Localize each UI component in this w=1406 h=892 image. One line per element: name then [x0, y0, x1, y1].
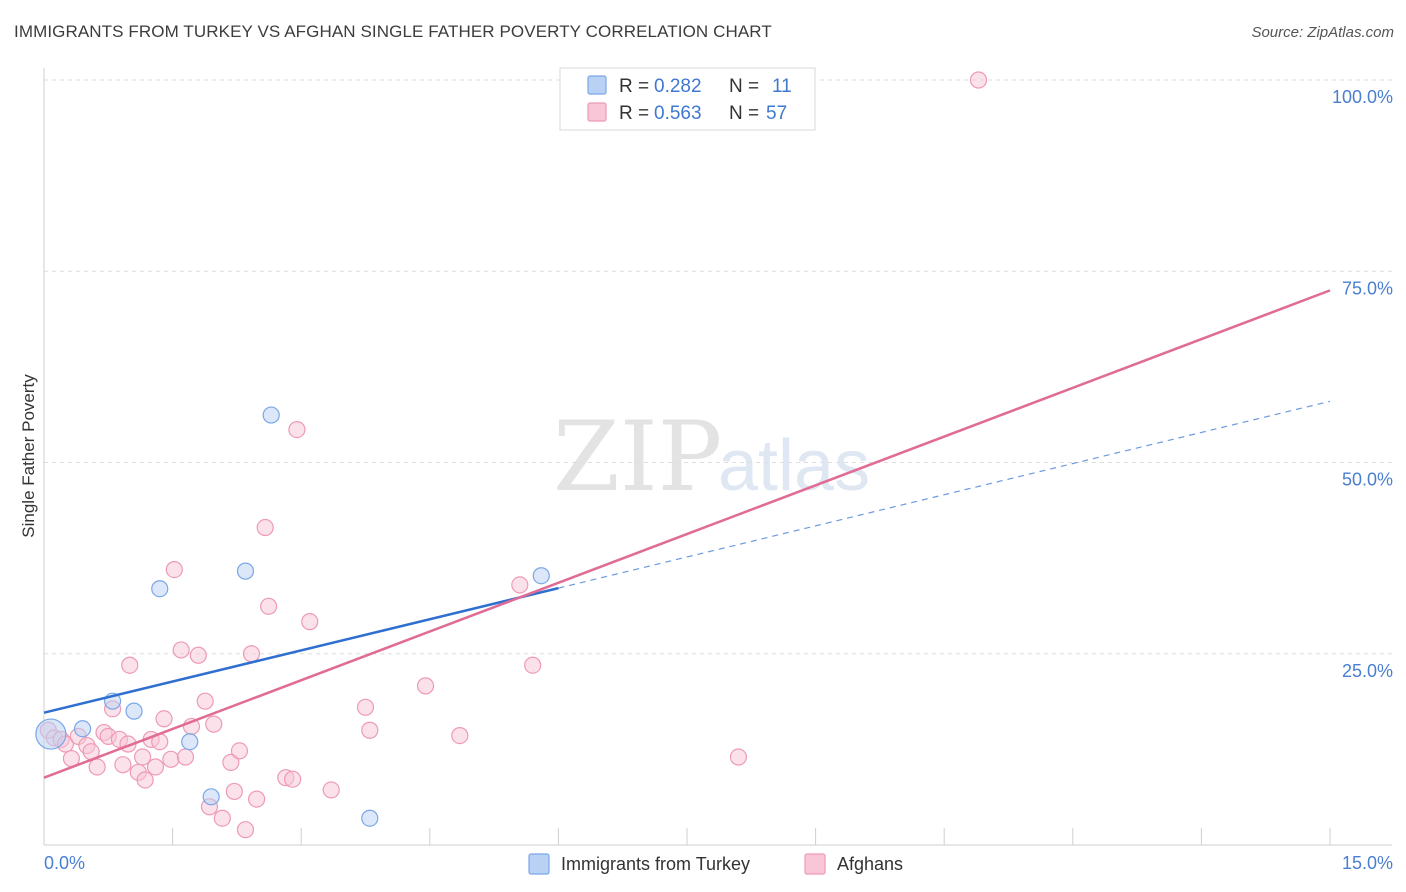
source-label: Source: ZipAtlas.com — [1251, 24, 1394, 41]
legend-r-label-afghans: R = — [619, 103, 649, 124]
legend-n-label-turkey: N = — [729, 76, 759, 97]
afghans-point — [416, 677, 435, 695]
y-axis-title: Single Father Poverty — [19, 374, 38, 538]
afghans-point — [242, 645, 261, 663]
legend-n-value-afghans: 57 — [766, 103, 787, 124]
legend-swatch-turkey — [587, 75, 607, 95]
turkey-point — [361, 809, 379, 827]
afghans-point — [284, 770, 302, 788]
afghans-point — [524, 656, 542, 674]
afghans-point — [146, 758, 165, 776]
afghans-point — [301, 613, 319, 631]
afghans-point — [172, 641, 190, 659]
y-tick-label: 50.0% — [1342, 470, 1393, 490]
afghans-point — [230, 742, 249, 760]
x-tick-label-min: 0.0% — [44, 853, 85, 873]
afghans-points — [39, 71, 988, 839]
afghans-point — [133, 748, 152, 766]
top-legend: R = 0.282 N = 11 R = 0.563 N = 57 — [559, 67, 816, 131]
turkey-point — [151, 580, 169, 598]
turkey-point — [262, 406, 280, 424]
afghans-point — [236, 821, 255, 839]
turkey-trend-line — [43, 586, 559, 714]
afghans-point — [288, 421, 306, 439]
afghans-point — [322, 781, 340, 799]
trend-lines — [43, 289, 1331, 779]
bottom-legend: Immigrants from Turkey Afghans — [528, 853, 903, 875]
afghans-point — [213, 809, 231, 827]
legend-n-value-turkey: 11 — [772, 76, 792, 97]
turkey-point — [236, 562, 255, 580]
legend-swatch-afghans — [587, 102, 607, 122]
axes — [43, 68, 1392, 846]
afghans-point — [969, 71, 988, 89]
afghans-point — [121, 656, 139, 674]
afghans-point — [225, 782, 243, 801]
turkey-point — [532, 567, 550, 585]
afghans-point — [189, 646, 207, 664]
bottom-legend-swatch-afghans — [804, 853, 826, 875]
x-tick-labels: 0.0% 15.0% — [44, 853, 1393, 873]
watermark-zip: ZIP — [553, 401, 722, 513]
afghans-point — [361, 721, 379, 739]
afghans-point — [260, 597, 278, 615]
afghans-point — [114, 756, 132, 774]
turkey-point — [181, 733, 199, 751]
afghans-point — [256, 518, 274, 537]
x-tick-label-max: 15.0% — [1342, 853, 1393, 873]
y-tick-label: 75.0% — [1342, 278, 1393, 298]
afghans-point — [176, 748, 195, 766]
afghans-point — [165, 560, 183, 579]
afghans-trend-line — [43, 289, 1331, 779]
legend-n-label-afghans: N = — [729, 103, 759, 124]
afghans-point — [511, 576, 529, 594]
y-tick-label: 100.0% — [1332, 87, 1393, 107]
afghans-point — [196, 692, 214, 710]
afghans-point — [729, 748, 748, 766]
turkey-point — [35, 718, 67, 750]
bottom-legend-label-turkey: Immigrants from Turkey — [561, 854, 750, 874]
turkey-points — [35, 406, 550, 827]
y-tick-labels: 25.0% 50.0% 75.0% 100.0% — [1332, 87, 1393, 681]
turkey-point — [202, 788, 220, 806]
afghans-point — [248, 790, 266, 808]
bottom-legend-swatch-turkey — [528, 853, 550, 875]
turkey-trend-extension — [558, 400, 1331, 589]
bottom-legend-label-afghans: Afghans — [837, 854, 903, 874]
y-tick-label: 25.0% — [1342, 661, 1393, 681]
afghans-point — [451, 727, 469, 745]
afghans-point — [356, 698, 375, 716]
afghans-point — [162, 750, 180, 768]
legend-r-value-afghans: 0.563 — [654, 103, 702, 124]
watermark: ZIP atlas — [553, 401, 870, 513]
turkey-point — [125, 702, 143, 720]
chart-title: IMMIGRANTS FROM TURKEY VS AFGHAN SINGLE … — [14, 22, 772, 41]
afghans-point — [222, 753, 240, 771]
afghans-point — [205, 715, 223, 733]
afghans-point — [136, 771, 154, 789]
legend-r-value-turkey: 0.282 — [654, 76, 702, 97]
legend-r-label-turkey: R = — [619, 76, 649, 97]
turkey-point — [73, 720, 92, 738]
afghans-point — [155, 710, 173, 728]
x-ticks — [172, 828, 1331, 845]
afghans-point — [88, 758, 106, 776]
